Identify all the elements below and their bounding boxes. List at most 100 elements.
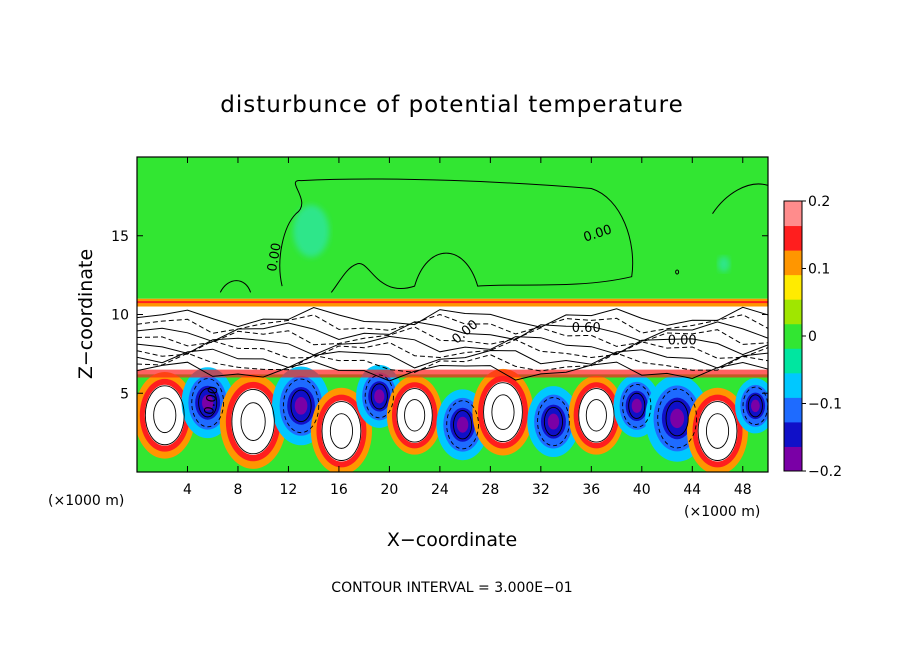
y-axis-ticks: 5 10 15 (111, 229, 768, 402)
eddy-center (456, 416, 469, 433)
x-tick-label: 32 (532, 482, 550, 498)
contour-eddy (396, 388, 433, 443)
contour-eddy-inner (491, 394, 515, 430)
field-transition-band (137, 369, 768, 378)
contour-label: 0.00 (202, 385, 222, 416)
colorbar (783, 200, 803, 472)
contour-line (137, 321, 768, 343)
x-tick-label: 40 (633, 482, 651, 498)
colorbar-segment (784, 397, 802, 423)
field-layer (137, 157, 768, 472)
x-axis-ticks: 4 8 12 16 20 24 28 32 36 40 44 48 (183, 157, 752, 498)
eddy-core (321, 400, 362, 462)
contour-eddy-inner (705, 413, 730, 449)
y-tick-label: 10 (111, 308, 129, 324)
contour-eddy (364, 374, 394, 419)
x-tick-label: 12 (280, 482, 298, 498)
x-unit-right: (×1000 m) (684, 504, 760, 520)
contour-eddy (483, 382, 523, 443)
colorbar-segment (784, 274, 802, 300)
contour-label: 0.60 (572, 321, 601, 336)
contour-line (137, 361, 768, 382)
contour-eddy (446, 400, 479, 450)
contour-line (137, 352, 768, 373)
x-tick-label: 36 (582, 482, 600, 498)
contour-line (279, 178, 634, 293)
y-tick-label: 5 (120, 386, 129, 402)
x-tick-label: 28 (481, 482, 499, 498)
field-patch (717, 256, 730, 273)
colorbar-segment (784, 372, 802, 398)
contour-line (219, 280, 252, 293)
x-tick-label: 20 (380, 482, 398, 498)
colorbar-tick-label: −0.2 (808, 464, 842, 480)
colorbar-segment (784, 225, 802, 251)
contour-eddy (321, 401, 362, 461)
colorbar-segment (784, 250, 802, 276)
colorbar-segment (784, 299, 802, 325)
eddy-center (750, 399, 760, 413)
colorbar-segment (784, 323, 802, 349)
contour-eddy-inner (628, 392, 646, 419)
x-tick-label: 4 (183, 482, 192, 498)
contour-eddy-inner (585, 399, 607, 432)
eddy-core (482, 381, 523, 443)
contour-line (137, 326, 768, 347)
contour-eddy-inner (370, 383, 388, 410)
contour-eddy-inner (198, 388, 218, 418)
contour-eddy (144, 385, 185, 446)
x-tick-label: 48 (734, 482, 752, 498)
eddy-core (578, 387, 615, 444)
contour-eddy-inner (290, 389, 312, 423)
contour-eddy (657, 388, 698, 449)
colorbar-tick-label: 0 (808, 329, 817, 345)
colorbar-tick-label: 0.2 (808, 194, 830, 210)
x-tick-label: 24 (431, 482, 449, 498)
y-tick-label: 15 (111, 229, 129, 245)
x-tick-label: 8 (233, 482, 242, 498)
eddy-center (294, 397, 308, 415)
x-unit-left: (×1000 m) (48, 493, 124, 509)
field-patch (293, 205, 330, 258)
contour-line (137, 348, 768, 369)
contour-eddy-inner (240, 402, 266, 441)
contour-interval-note: CONTOUR INTERVAL = 3.000E−01 (331, 580, 572, 596)
contour-labels: 0.000.000.000.00 0.000.60 (202, 222, 697, 416)
contour-line (137, 335, 768, 356)
colorbar-segment (784, 446, 802, 472)
contour-line (137, 313, 768, 335)
contour-eddy-inner (543, 406, 563, 437)
eddy-center (631, 398, 642, 413)
contour-eddy-inner (665, 400, 689, 437)
contour-line (712, 183, 768, 214)
field-upper-layer (137, 157, 768, 299)
contour-eddy (191, 378, 225, 428)
contour-eddy (697, 401, 738, 461)
contour-line (137, 306, 768, 328)
eddy-center (670, 408, 685, 429)
contour-eddy (622, 383, 652, 428)
contour-eddy (537, 397, 570, 447)
eddy-center (201, 394, 214, 411)
colorbar-segment (784, 348, 802, 374)
eddy-core (697, 400, 738, 462)
contour-small (675, 269, 680, 275)
contour-eddy-inner (329, 413, 353, 449)
y-axis-label: Z−coordinate (75, 249, 97, 379)
eddy-center (547, 413, 560, 430)
eddy-core (144, 384, 185, 446)
contour-eddy-inner (747, 394, 763, 418)
contour-eddy (282, 378, 320, 434)
contour-eddy-inner (453, 410, 473, 440)
colorbar-tick-label: −0.1 (808, 397, 842, 413)
x-axis-label: X−coordinate (387, 529, 517, 551)
contour-label: 0.00 (265, 242, 285, 273)
contour-label: 0.00 (668, 333, 697, 348)
colorbar-ticks: −0.2 −0.1 0 0.1 0.2 (802, 194, 842, 480)
contour-eddy-inner (153, 397, 177, 434)
plot-area (137, 157, 768, 472)
x-tick-label: 16 (330, 482, 348, 498)
contour-eddy (231, 389, 275, 455)
field-warm-band-core (137, 301, 768, 304)
